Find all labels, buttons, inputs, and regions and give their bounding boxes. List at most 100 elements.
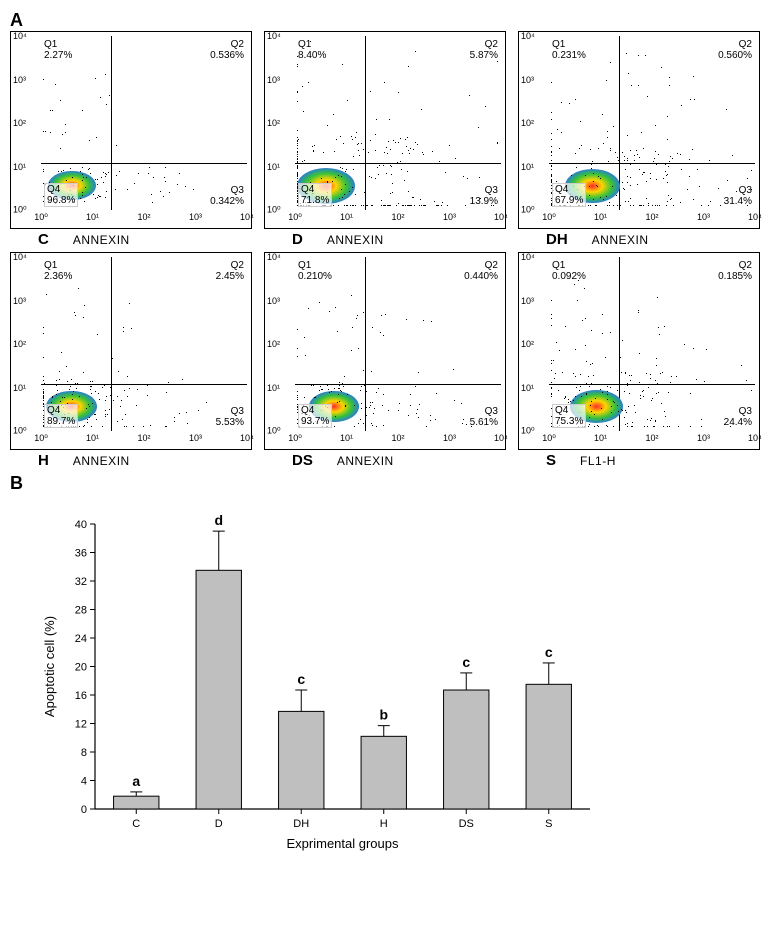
plot-xlabel: ANNEXIN — [337, 454, 394, 468]
bar-chart-svg: 0481216202428323640Apoptotic cell (%)aCd… — [40, 514, 600, 854]
x-tick-label: C — [132, 818, 140, 830]
y-axis-ticks: 10⁰10¹10²10³10⁴ — [521, 36, 547, 210]
panel-a: A Q12.27%Q20.536%Q30.342%Q496.8%10⁰10¹10… — [10, 10, 774, 469]
plot-letter: D — [292, 231, 303, 248]
y-axis-ticks: 10⁰10¹10²10³10⁴ — [267, 36, 293, 210]
scatter-plot-box: Q12.36%Q22.45%Q35.53%Q489.7%10⁰10¹10²10³… — [10, 252, 252, 450]
plot-area: Q10.092% Q20.185% Q324.4% Q475.3% — [549, 257, 755, 431]
quadrant-label: Q467.9% — [552, 183, 586, 207]
quadrant-label: Q25.87% — [470, 39, 498, 61]
x-axis-ticks: 10⁰10¹10²10³10⁴ — [549, 212, 755, 226]
plot-caption: DHANNEXIN — [518, 231, 760, 248]
bar-annotation: d — [214, 514, 223, 528]
x-axis-ticks: 10⁰10¹10²10³10⁴ — [295, 433, 501, 447]
quadrant-label: Q475.3% — [552, 404, 586, 428]
plot-caption: CANNEXIN — [10, 231, 252, 248]
plot-caption: S FL1-H — [518, 452, 760, 469]
quadrant-divider-v — [111, 257, 112, 431]
y-axis-ticks: 10⁰10¹10²10³10⁴ — [267, 257, 293, 431]
bar-chart: 0481216202428323640Apoptotic cell (%)aCd… — [40, 514, 774, 854]
figure-root: A Q12.27%Q20.536%Q30.342%Q496.8%10⁰10¹10… — [10, 10, 774, 854]
bar — [114, 796, 159, 809]
quadrant-divider-h — [41, 384, 247, 385]
scatter-DH: Q10.231%Q20.560%Q331.4%Q467.9%10⁰10¹10²1… — [518, 31, 760, 248]
quadrant-label: Q12.36% — [44, 260, 72, 282]
quadrant-label: Q20.560% — [718, 39, 752, 61]
bar-annotation: c — [297, 671, 305, 687]
plot-letter: DS — [292, 452, 313, 469]
quadrant-label: Q20.440% — [464, 260, 498, 282]
x-axis-label: Exprimental groups — [287, 836, 399, 851]
plot-xlabel: FL1-H — [580, 454, 616, 468]
scatter-C: Q12.27%Q20.536%Q30.342%Q496.8%10⁰10¹10²1… — [10, 31, 252, 248]
x-tick-label: DS — [459, 818, 474, 830]
x-tick-label: D — [215, 818, 223, 830]
bar — [444, 690, 489, 809]
quadrant-divider-h — [41, 163, 247, 164]
bar — [279, 711, 324, 809]
x-axis-ticks: 10⁰10¹10²10³10⁴ — [41, 433, 247, 447]
quadrant-label: Q313.9% — [470, 185, 498, 207]
panel-b-label: B — [10, 473, 23, 493]
y-tick-label: 24 — [75, 633, 87, 645]
quadrant-divider-v — [365, 36, 366, 210]
quadrant-label: Q35.53% — [216, 406, 244, 428]
plot-caption: DS ANNEXIN — [264, 452, 506, 469]
quadrant-label: Q30.342% — [210, 185, 244, 207]
quadrant-label: Q20.185% — [718, 260, 752, 282]
quadrant-label: Q20.536% — [210, 39, 244, 61]
quadrant-label: Q10.092% — [552, 260, 586, 282]
plot-area: Q10.210% Q20.440% Q35.61% Q493.7% — [295, 257, 501, 431]
y-axis-ticks: 10⁰10¹10²10³10⁴ — [13, 257, 39, 431]
quadrant-divider-h — [295, 384, 501, 385]
scatter-plot-box: Q18.40%Q25.87%Q313.9%Q471.8%10⁰10¹10²10³… — [264, 31, 506, 229]
quadrant-label: Q10.210% — [298, 260, 332, 282]
quadrant-label: Q324.4% — [724, 406, 752, 428]
x-axis-ticks: 10⁰10¹10²10³10⁴ — [549, 433, 755, 447]
scatter-grid: Q12.27%Q20.536%Q30.342%Q496.8%10⁰10¹10²1… — [10, 31, 774, 469]
x-tick-label: H — [380, 818, 388, 830]
quadrant-label: Q10.231% — [552, 39, 586, 61]
y-tick-label: 28 — [75, 605, 87, 617]
bar-annotation: c — [545, 644, 553, 660]
quadrant-divider-h — [549, 163, 755, 164]
panel-b: B 0481216202428323640Apoptotic cell (%)a… — [10, 473, 774, 854]
quadrant-divider-h — [295, 163, 501, 164]
y-tick-label: 16 — [75, 690, 87, 702]
y-axis-ticks: 10⁰10¹10²10³10⁴ — [521, 257, 547, 431]
bar — [196, 570, 241, 809]
plot-area: Q18.40%Q25.87%Q313.9%Q471.8% — [295, 36, 501, 210]
quadrant-divider-h — [549, 384, 755, 385]
y-tick-label: 0 — [81, 804, 87, 816]
scatter-D: Q18.40%Q25.87%Q313.9%Q471.8%10⁰10¹10²10³… — [264, 31, 506, 248]
scatter-DS: Q10.210%Q20.440%Q35.61%Q493.7%10⁰10¹10²1… — [264, 252, 506, 469]
x-axis-ticks: 10⁰10¹10²10³10⁴ — [295, 212, 501, 226]
y-tick-label: 12 — [75, 719, 87, 731]
scatter-plot-box: Q10.231%Q20.560%Q331.4%Q467.9%10⁰10¹10²1… — [518, 31, 760, 229]
x-axis-ticks: 10⁰10¹10²10³10⁴ — [41, 212, 247, 226]
plot-letter: S — [546, 452, 556, 469]
quadrant-label: Q493.7% — [298, 404, 332, 428]
scatter-plot-box: Q12.27%Q20.536%Q30.342%Q496.8%10⁰10¹10²1… — [10, 31, 252, 229]
scatter-S: Q10.092%Q20.185%Q324.4%Q475.3%10⁰10¹10²1… — [518, 252, 760, 469]
plot-xlabel: ANNEXIN — [73, 454, 130, 468]
bar-annotation: b — [379, 707, 388, 723]
y-axis-label: Apoptotic cell (%) — [42, 616, 57, 717]
scatter-H: Q12.36%Q22.45%Q35.53%Q489.7%10⁰10¹10²10³… — [10, 252, 252, 469]
plot-caption: HANNEXIN — [10, 452, 252, 469]
bar-annotation: c — [462, 654, 470, 670]
quadrant-label: Q18.40% — [298, 39, 326, 61]
quadrant-label: Q22.45% — [216, 260, 244, 282]
bar — [361, 736, 406, 809]
y-tick-label: 32 — [75, 576, 87, 588]
y-axis-ticks: 10⁰10¹10²10³10⁴ — [13, 36, 39, 210]
quadrant-label: Q489.7% — [44, 404, 78, 428]
plot-area: Q12.36% Q22.45% Q35.53% Q489.7% — [41, 257, 247, 431]
bar-annotation: a — [132, 773, 140, 789]
x-tick-label: S — [545, 818, 552, 830]
quadrant-label: Q35.61% — [470, 406, 498, 428]
quadrant-label: Q331.4% — [724, 185, 752, 207]
y-tick-label: 40 — [75, 519, 87, 531]
y-tick-label: 20 — [75, 662, 87, 674]
bar — [526, 684, 571, 809]
